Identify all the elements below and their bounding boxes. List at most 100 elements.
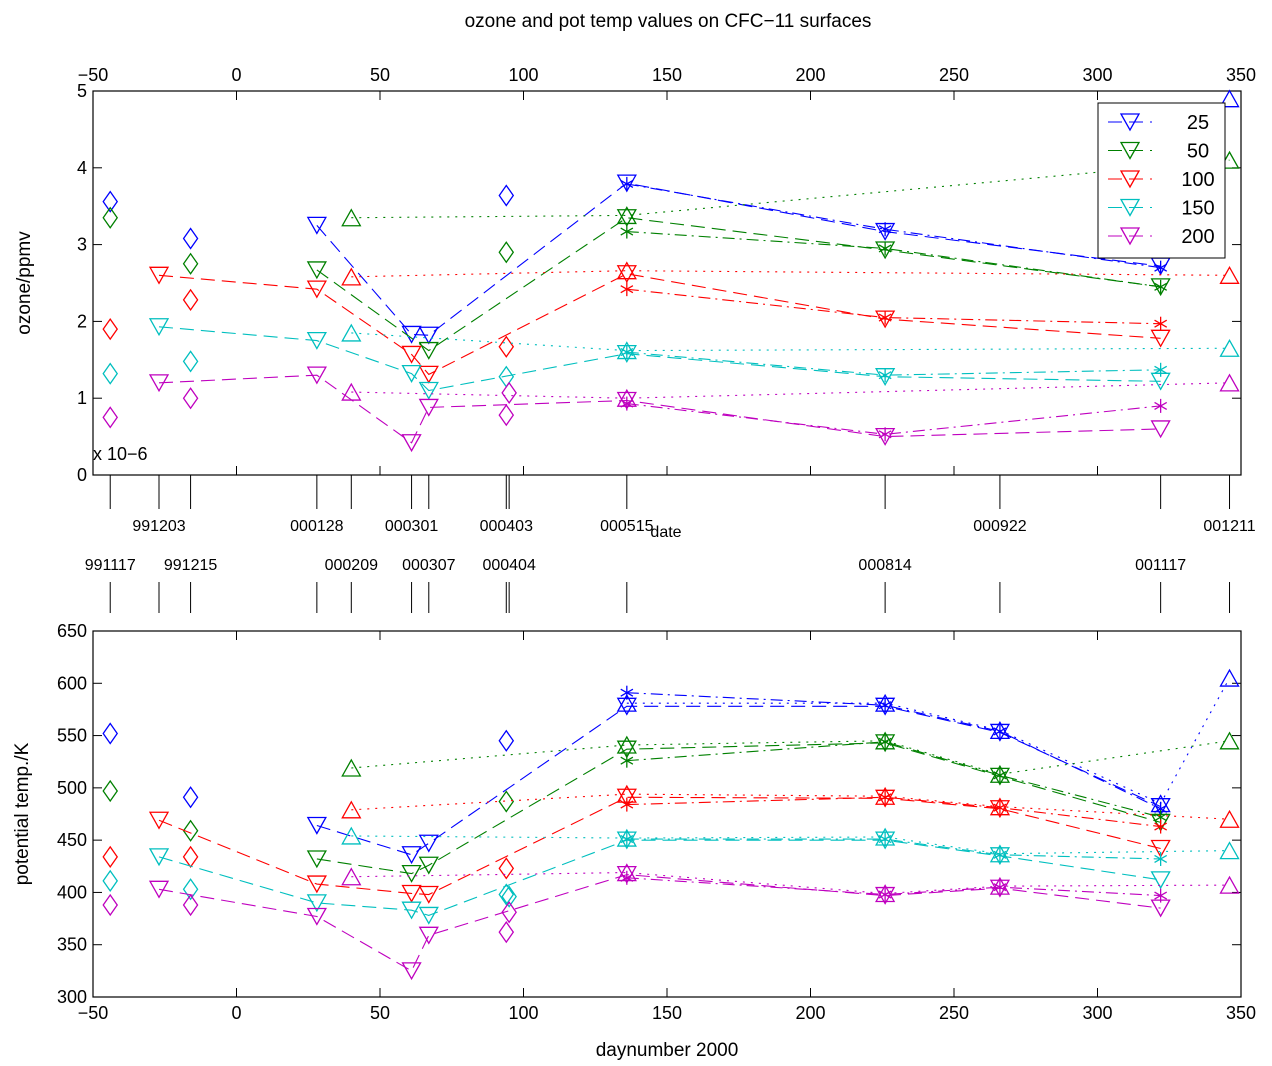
series-200	[102, 366, 1240, 453]
diamond-marker	[102, 206, 119, 229]
star-marker	[620, 345, 634, 360]
date-label: 991203	[132, 518, 185, 535]
down-triangle-marker	[616, 209, 637, 228]
series-line	[351, 332, 1230, 352]
diamond-marker	[501, 885, 517, 908]
down-triangle-marker	[148, 880, 170, 899]
up-triangle-marker	[1219, 841, 1240, 860]
star-stroke	[878, 835, 892, 844]
diamond-marker	[498, 883, 515, 906]
series-line	[158, 273, 1161, 376]
star-stroke	[1154, 854, 1168, 864]
star-stroke	[993, 883, 1007, 892]
series-line	[351, 793, 1230, 820]
star-stroke	[878, 890, 892, 899]
star-marker	[993, 800, 1007, 815]
down-triangle-marker	[1150, 278, 1171, 297]
diamond-marker	[498, 729, 515, 752]
up-triangle-marker	[341, 208, 362, 227]
star-stroke	[1154, 822, 1168, 831]
x-tick-label: 50	[370, 65, 390, 85]
y-tick-label: 0	[77, 465, 87, 485]
up-triangle-marker	[341, 382, 362, 401]
up-triangle-marker	[1219, 731, 1240, 750]
series-line	[351, 835, 1230, 855]
y-tick-label: 450	[57, 830, 87, 850]
up-triangle-marker	[1219, 265, 1240, 284]
star-stroke	[878, 737, 892, 746]
legend-entry-100: 100	[1108, 169, 1215, 191]
diamond-marker	[498, 790, 515, 813]
star-marker	[1154, 851, 1168, 866]
legend-marker	[1119, 227, 1141, 246]
series-150	[102, 826, 1240, 925]
star-marker	[1154, 398, 1168, 413]
down-triangle-marker	[418, 906, 439, 925]
series-line	[626, 351, 1161, 376]
y-tick-label: 4	[77, 158, 87, 178]
x-tick-label: 0	[231, 65, 241, 85]
y-tick-label: 1	[77, 388, 87, 408]
y-tick-label: 550	[57, 726, 87, 746]
down-triangle-marker	[418, 326, 439, 345]
star-marker	[620, 396, 634, 411]
down-triangle-marker	[401, 884, 422, 903]
down-triangle-marker	[1150, 871, 1171, 890]
down-triangle-marker	[306, 261, 327, 280]
diamond-marker	[498, 184, 515, 207]
down-triangle-marker	[418, 381, 439, 400]
up-triangle-marker	[1219, 89, 1240, 108]
date-axis: 991203 000128 000301 000403 000515 000922 0012…	[85, 475, 1256, 613]
y-tick-label: 3	[77, 235, 87, 255]
legend-entry-25: 25	[1108, 112, 1209, 134]
down-triangle-marker	[401, 962, 422, 981]
x-tick-label: 50	[370, 1003, 390, 1023]
diamond-marker	[102, 317, 119, 341]
diamond-marker	[102, 190, 119, 213]
diamond-marker	[498, 857, 515, 880]
up-triangle-marker	[1219, 875, 1240, 894]
star-stroke	[620, 348, 634, 357]
star-stroke	[1154, 282, 1168, 291]
down-triangle-marker	[148, 318, 170, 337]
series-line	[626, 230, 1161, 288]
diamond-marker	[182, 288, 199, 312]
star-marker	[620, 176, 634, 191]
star-marker	[993, 880, 1007, 895]
diamond-marker	[182, 387, 199, 410]
diamond-marker	[102, 845, 119, 869]
star-stroke	[620, 756, 634, 765]
legend-label: 50	[1187, 141, 1209, 163]
series-25	[102, 668, 1240, 865]
star-marker	[878, 790, 892, 805]
up-triangle-marker	[1219, 338, 1240, 357]
x-tick-label: 100	[508, 1003, 538, 1023]
down-triangle-marker	[306, 816, 327, 835]
star-stroke	[1154, 365, 1168, 374]
x-axis-label: daynumber 2000	[596, 1040, 739, 1061]
down-triangle-marker	[418, 365, 439, 384]
star-marker	[878, 887, 892, 902]
up-triangle-marker	[616, 693, 637, 712]
star-stroke	[1154, 401, 1168, 410]
star-marker	[620, 753, 634, 768]
x-tick-label: 350	[1226, 1003, 1256, 1023]
star-marker	[1154, 279, 1168, 294]
x-tick-label: −50	[78, 1003, 109, 1023]
diamond-marker	[501, 901, 517, 924]
star-stroke	[620, 688, 634, 697]
legend-marker	[1119, 198, 1141, 217]
series-100	[102, 261, 1240, 384]
y-tick-label: 500	[57, 778, 87, 798]
star-marker	[1154, 260, 1168, 275]
star-stroke	[620, 285, 634, 294]
star-stroke	[993, 850, 1007, 859]
down-triangle-marker	[148, 811, 170, 830]
down-triangle-marker	[148, 374, 170, 393]
up-triangle-marker	[341, 826, 362, 845]
star-marker	[1154, 888, 1168, 903]
down-triangle-marker	[418, 341, 439, 360]
legend-marker	[1119, 113, 1141, 132]
down-triangle-marker	[1150, 420, 1171, 439]
y-tick-label: 400	[57, 882, 87, 902]
